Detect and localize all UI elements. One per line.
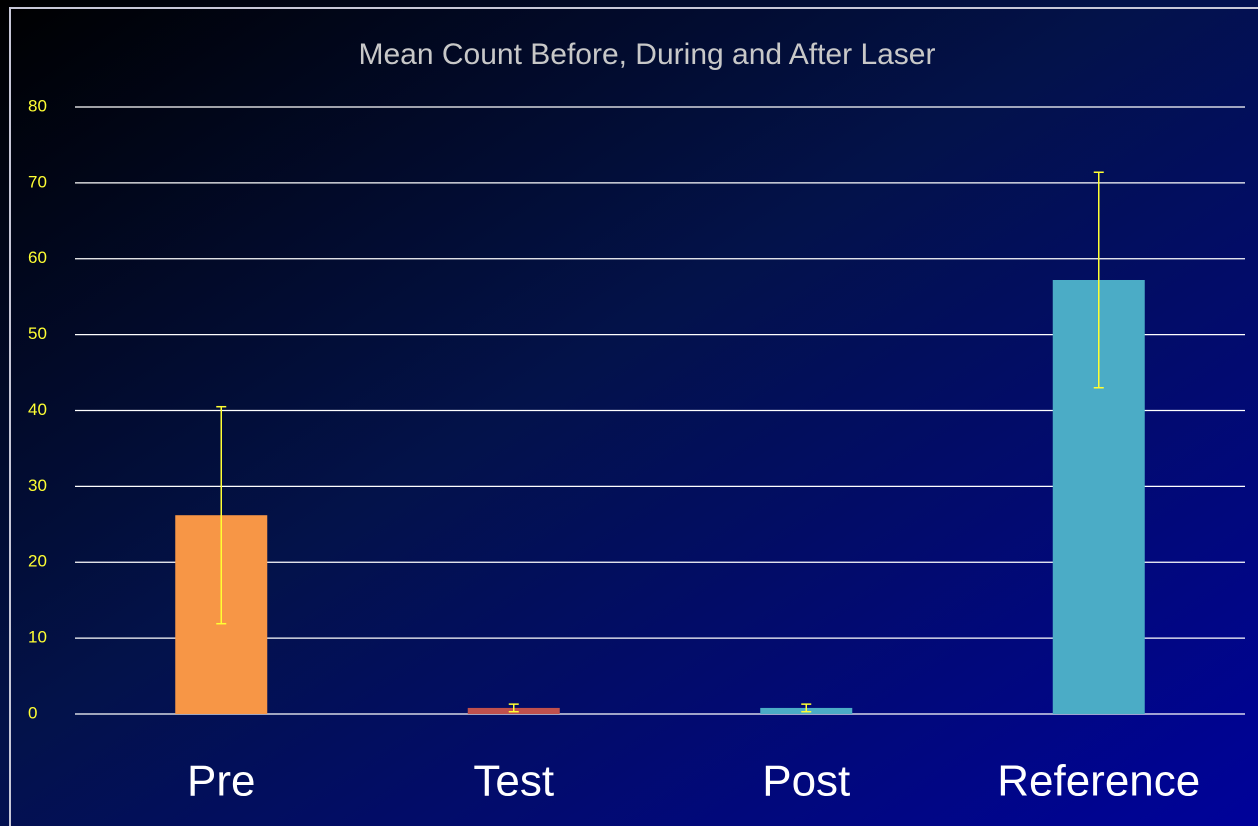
- y-tick-label: 0: [28, 703, 37, 722]
- error-bar: [1093, 171, 1104, 389]
- y-tick-label: 20: [28, 552, 47, 571]
- x-tick-label: Test: [473, 757, 554, 806]
- y-tick-label: 80: [28, 96, 47, 115]
- error-bar: [508, 703, 519, 713]
- y-tick-label: 70: [28, 172, 47, 191]
- chart-title: Mean Count Before, During and After Lase…: [358, 38, 935, 71]
- error-bar: [801, 703, 812, 713]
- y-tick-label: 10: [28, 628, 47, 647]
- x-tick-label: Post: [762, 757, 850, 806]
- y-tick-label: 50: [28, 324, 47, 343]
- y-tick-label: 60: [28, 248, 47, 267]
- y-tick-label: 40: [28, 400, 47, 419]
- chart-border: [9, 7, 1258, 826]
- x-tick-label: Reference: [997, 757, 1200, 806]
- x-tick-label: Pre: [187, 757, 255, 806]
- error-bar: [216, 405, 227, 625]
- y-tick-label: 30: [28, 476, 47, 495]
